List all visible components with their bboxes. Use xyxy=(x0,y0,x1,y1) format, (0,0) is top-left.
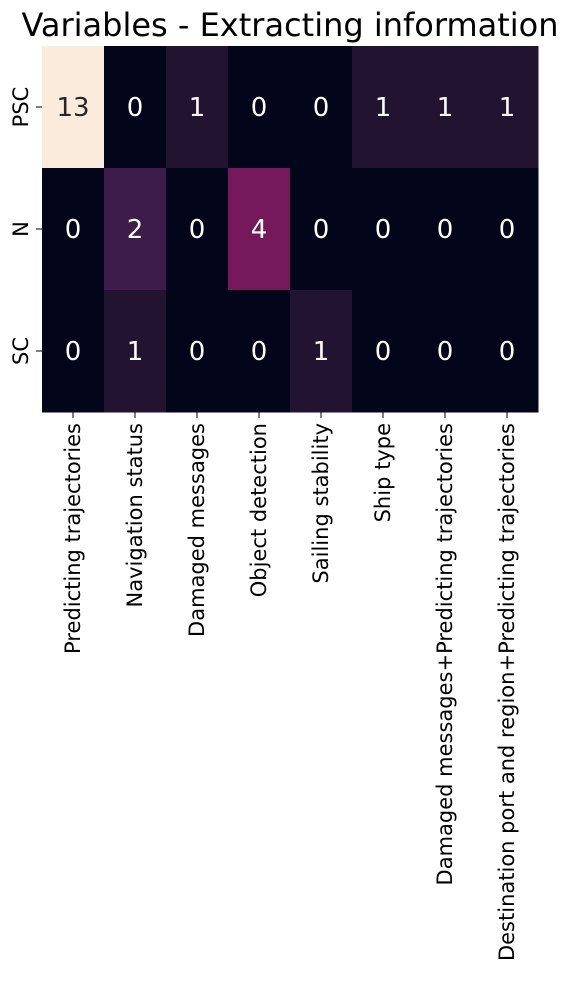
y-axis: PSC N SC xyxy=(9,87,42,365)
x-tick-label: Object detection xyxy=(247,423,271,597)
x-tick-label: Predicting trajectories xyxy=(61,423,85,654)
cell-value-label: 0 xyxy=(127,93,144,123)
cell-value-label: 0 xyxy=(251,337,268,367)
x-axis: Predicting trajectories Navigation status… xyxy=(61,412,519,961)
y-tick-label: SC xyxy=(9,337,33,365)
heatmap-cell-1-4 xyxy=(290,168,353,291)
heatmap-cell-1-2 xyxy=(166,168,229,291)
cell-annotations: 13 0 1 0 0 1 1 1 0 2 0 4 0 0 0 0 0 1 0 0 1 0 0 0 xyxy=(56,93,515,367)
cell-value-label: 1 xyxy=(127,337,144,367)
heatmap-cell-0-2 xyxy=(166,46,229,169)
cell-value-label: 1 xyxy=(313,337,330,367)
heatmap-cell-1-3 xyxy=(228,168,291,291)
heatmap-cell-0-5 xyxy=(352,46,415,169)
chart-title: Variables - Extracting information xyxy=(21,6,558,44)
cell-value-label: 0 xyxy=(313,215,330,245)
heatmap-cell-1-6 xyxy=(414,168,477,291)
heatmap-cell-1-5 xyxy=(352,168,415,291)
x-tick-label: Damaged messages xyxy=(185,423,209,637)
heatmap-cell-2-6 xyxy=(414,290,477,413)
cell-value-label: 0 xyxy=(189,215,206,245)
cell-value-label: 0 xyxy=(375,215,392,245)
heatmap-cell-2-5 xyxy=(352,290,415,413)
x-tick-label: Ship type xyxy=(371,423,395,522)
x-tick-label: Navigation status xyxy=(123,423,147,607)
heatmap-cell-0-1 xyxy=(104,46,167,169)
heatmap-cell-2-7 xyxy=(476,290,539,413)
cell-value-label: 0 xyxy=(375,337,392,367)
cell-value-label: 0 xyxy=(499,215,516,245)
cell-value-label: 1 xyxy=(499,93,516,123)
cell-value-label: 0 xyxy=(65,337,82,367)
y-tick-label: N xyxy=(9,221,33,237)
cell-value-label: 0 xyxy=(313,93,330,123)
heatmap-cell-2-4 xyxy=(290,290,353,413)
x-tick-label: Damaged messages+Predicting trajectories xyxy=(433,423,457,885)
heatmap-cell-1-7 xyxy=(476,168,539,291)
cell-value-label: 0 xyxy=(189,337,206,367)
x-tick-label: Destination port and region+Predicting t… xyxy=(495,423,519,961)
cell-value-label: 2 xyxy=(127,215,144,245)
heatmap-cells xyxy=(42,46,539,413)
cell-value-label: 1 xyxy=(375,93,392,123)
x-tick-label: Sailing stability xyxy=(309,423,333,584)
heatmap-cell-0-0 xyxy=(42,46,105,169)
heatmap-cell-0-4 xyxy=(290,46,353,169)
cell-value-label: 4 xyxy=(251,215,268,245)
cell-value-label: 13 xyxy=(56,93,89,123)
cell-value-label: 1 xyxy=(437,93,454,123)
heatmap-cell-2-2 xyxy=(166,290,229,413)
heatmap-cell-0-7 xyxy=(476,46,539,169)
heatmap-cell-0-6 xyxy=(414,46,477,169)
cell-value-label: 1 xyxy=(189,93,206,123)
heatmap-cell-0-3 xyxy=(228,46,291,169)
heatmap-cell-2-0 xyxy=(42,290,105,413)
cell-value-label: 0 xyxy=(65,215,82,245)
cell-value-label: 0 xyxy=(437,337,454,367)
cell-value-label: 0 xyxy=(251,93,268,123)
y-tick-label: PSC xyxy=(9,87,33,128)
cell-value-label: 0 xyxy=(499,337,516,367)
heatmap-cell-2-3 xyxy=(228,290,291,413)
cell-value-label: 0 xyxy=(437,215,454,245)
heatmap-cell-2-1 xyxy=(104,290,167,413)
heatmap-cell-1-0 xyxy=(42,168,105,291)
heatmap-cell-1-1 xyxy=(104,168,167,291)
